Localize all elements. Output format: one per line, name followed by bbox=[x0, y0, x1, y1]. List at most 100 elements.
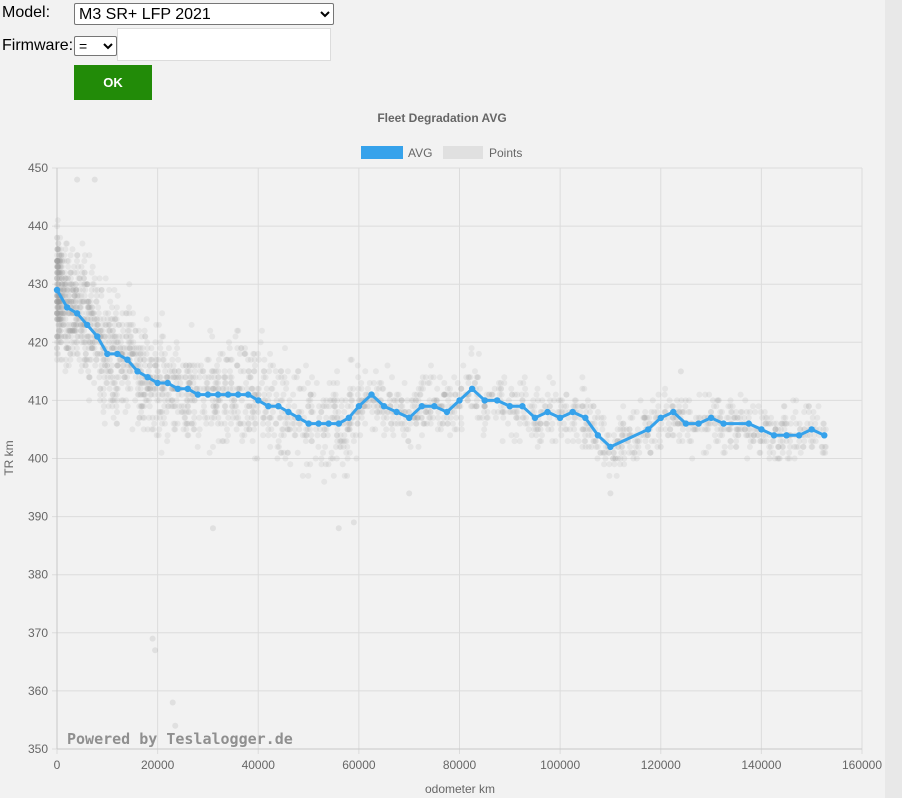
scatter-point bbox=[87, 310, 94, 317]
firmware-operator-select[interactable]: = bbox=[74, 36, 117, 56]
firmware-input[interactable] bbox=[117, 28, 331, 61]
scatter-point bbox=[307, 461, 314, 468]
scatter-point bbox=[605, 449, 612, 456]
scatter-point bbox=[234, 362, 241, 369]
scatter-point bbox=[260, 420, 266, 427]
scatter-point bbox=[734, 414, 741, 421]
scatter-point bbox=[55, 327, 62, 334]
scatter-point bbox=[76, 292, 83, 299]
scatter-point bbox=[277, 368, 284, 375]
scatter-point bbox=[132, 327, 139, 334]
scatter-point bbox=[236, 385, 243, 392]
scatter-point bbox=[114, 362, 121, 369]
scatter-point bbox=[120, 362, 127, 369]
scatter-point bbox=[186, 380, 193, 386]
scatter-point bbox=[73, 287, 79, 293]
scatter-point bbox=[93, 298, 100, 305]
model-select[interactable]: M3 SR+ LFP 2021 bbox=[74, 3, 334, 25]
scatter-point bbox=[261, 356, 268, 363]
scatter-point bbox=[81, 333, 88, 340]
scatter-point bbox=[373, 385, 380, 392]
scatter-point bbox=[59, 310, 66, 317]
scatter-point bbox=[138, 333, 145, 340]
scatter-point bbox=[611, 461, 618, 468]
scatter-point bbox=[273, 391, 280, 398]
scatter-point bbox=[541, 403, 548, 410]
scatter-point bbox=[91, 321, 98, 328]
scatter-point bbox=[243, 426, 250, 433]
scatter-point bbox=[56, 298, 63, 305]
scatter-point bbox=[447, 385, 453, 392]
scatter-point bbox=[348, 397, 355, 404]
scatter-point bbox=[197, 368, 204, 375]
scatter-point bbox=[294, 368, 301, 375]
scatter-point bbox=[164, 438, 171, 445]
scatter-point bbox=[58, 333, 64, 340]
scatter-point bbox=[215, 374, 222, 381]
scatter-point bbox=[582, 432, 589, 439]
scatter-point bbox=[184, 368, 191, 375]
scatter-point bbox=[475, 350, 482, 357]
scatter-point bbox=[374, 409, 380, 415]
scatter-point bbox=[751, 432, 757, 439]
scatter-point bbox=[420, 420, 427, 427]
scatter-point bbox=[95, 304, 102, 311]
scatter-point bbox=[263, 385, 270, 392]
scatter-point bbox=[57, 310, 64, 317]
scatter-point bbox=[307, 391, 314, 398]
scatter-point bbox=[203, 380, 210, 386]
scatter-point bbox=[287, 414, 294, 421]
scatter-point bbox=[135, 350, 142, 357]
scatter-point bbox=[634, 438, 641, 445]
scatter-point bbox=[754, 432, 761, 439]
scatter-point bbox=[87, 339, 93, 346]
scatter-point bbox=[148, 356, 155, 363]
avg-point bbox=[594, 432, 602, 439]
scatter-point bbox=[622, 432, 629, 439]
scatter-point bbox=[105, 333, 112, 340]
scatter-point bbox=[245, 374, 252, 381]
scatter-point bbox=[73, 345, 80, 352]
ok-button[interactable]: OK bbox=[74, 65, 152, 100]
scatter-point bbox=[189, 397, 196, 404]
page-scrollbar[interactable] bbox=[885, 0, 902, 798]
scatter-point bbox=[142, 362, 149, 369]
scatter-point bbox=[822, 426, 829, 433]
scatter-point bbox=[452, 391, 459, 398]
scatter-point bbox=[611, 449, 617, 456]
scatter-point bbox=[284, 449, 291, 456]
scatter-point bbox=[88, 345, 95, 352]
scatter-point bbox=[183, 409, 190, 415]
scatter-point bbox=[74, 321, 81, 328]
scatter-point bbox=[113, 345, 120, 352]
scatter-point bbox=[109, 345, 116, 352]
scatter-point bbox=[62, 275, 69, 282]
scatter-point bbox=[689, 455, 696, 462]
scatter-point bbox=[191, 426, 198, 433]
scatter-point bbox=[222, 403, 229, 410]
scatter-point bbox=[619, 426, 626, 433]
avg-point bbox=[406, 414, 413, 421]
scatter-point bbox=[246, 426, 252, 433]
scatter-point bbox=[341, 472, 348, 479]
scatter-point bbox=[72, 281, 79, 288]
scatter-point bbox=[679, 409, 686, 415]
scatter-point bbox=[68, 298, 74, 305]
scatter-point bbox=[430, 414, 436, 421]
scatter-point bbox=[113, 391, 120, 398]
scatter-point bbox=[134, 391, 141, 398]
scatter-point bbox=[590, 403, 597, 410]
scatter-point bbox=[128, 339, 135, 346]
scatter-point bbox=[58, 269, 65, 276]
scatter-point bbox=[733, 409, 739, 415]
scatter-point bbox=[394, 397, 401, 404]
scatter-point bbox=[651, 438, 658, 445]
scatter-point bbox=[80, 298, 87, 305]
scatter-point bbox=[335, 525, 342, 532]
scatter-point bbox=[265, 426, 272, 433]
scatter-point bbox=[267, 362, 274, 369]
avg-point bbox=[808, 426, 815, 433]
scatter-point bbox=[107, 333, 114, 340]
scatter-point bbox=[136, 403, 143, 410]
scatter-point bbox=[516, 438, 523, 445]
